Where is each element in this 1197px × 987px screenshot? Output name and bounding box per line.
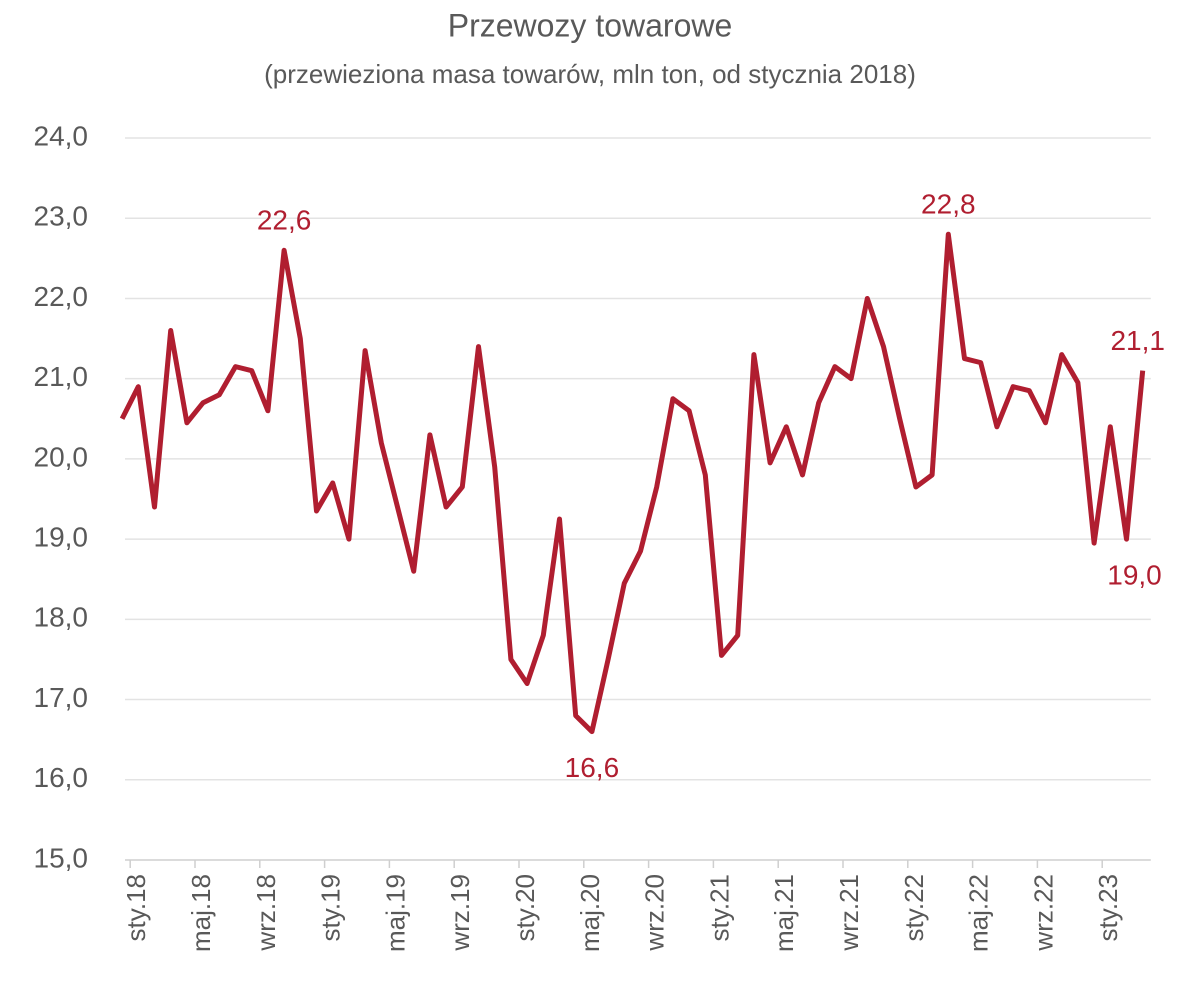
chart-subtitle: (przewieziona masa towarów, mln ton, od … bbox=[264, 59, 916, 89]
y-tick-label: 22,0 bbox=[34, 281, 89, 312]
data-label: 22,8 bbox=[921, 189, 976, 220]
x-tick-label: sty.22 bbox=[899, 874, 929, 941]
data-line bbox=[119, 231, 1146, 735]
y-tick-label: 18,0 bbox=[34, 602, 89, 633]
chart-title: Przewozy towarowe bbox=[448, 7, 733, 43]
x-tick-label: maj.20 bbox=[575, 874, 605, 952]
x-tick-label: sty.20 bbox=[510, 874, 540, 941]
x-tick-label: sty.19 bbox=[316, 874, 346, 941]
x-tick-label: maj.19 bbox=[380, 874, 410, 952]
x-tick-label: wrz.21 bbox=[834, 874, 864, 952]
y-tick-label: 15,0 bbox=[34, 842, 89, 873]
x-tick-label: sty.21 bbox=[704, 874, 734, 941]
x-tick-label: sty.23 bbox=[1093, 874, 1123, 941]
x-tick-label: wrz.20 bbox=[640, 874, 670, 952]
data-label: 16,6 bbox=[565, 752, 620, 783]
x-tick-label: maj.18 bbox=[186, 874, 216, 952]
data-label: 22,6 bbox=[257, 205, 312, 236]
x-tick-label: maj.22 bbox=[964, 874, 994, 952]
y-tick-label: 20,0 bbox=[34, 441, 89, 472]
x-tick-label: wrz.19 bbox=[445, 874, 475, 952]
y-tick-label: 23,0 bbox=[34, 201, 89, 232]
data-label: 19,0 bbox=[1107, 560, 1162, 591]
data-label: 21,1 bbox=[1110, 325, 1165, 356]
y-tick-label: 17,0 bbox=[34, 682, 89, 713]
y-tick-label: 16,0 bbox=[34, 762, 89, 793]
x-tick-label: wrz.18 bbox=[251, 874, 281, 952]
x-tick-label: wrz.22 bbox=[1028, 874, 1058, 952]
x-tick-label: maj.21 bbox=[769, 874, 799, 952]
y-tick-label: 19,0 bbox=[34, 522, 89, 553]
y-tick-label: 21,0 bbox=[34, 361, 89, 392]
x-tick-label: sty.18 bbox=[121, 874, 151, 941]
y-tick-label: 24,0 bbox=[34, 120, 89, 151]
